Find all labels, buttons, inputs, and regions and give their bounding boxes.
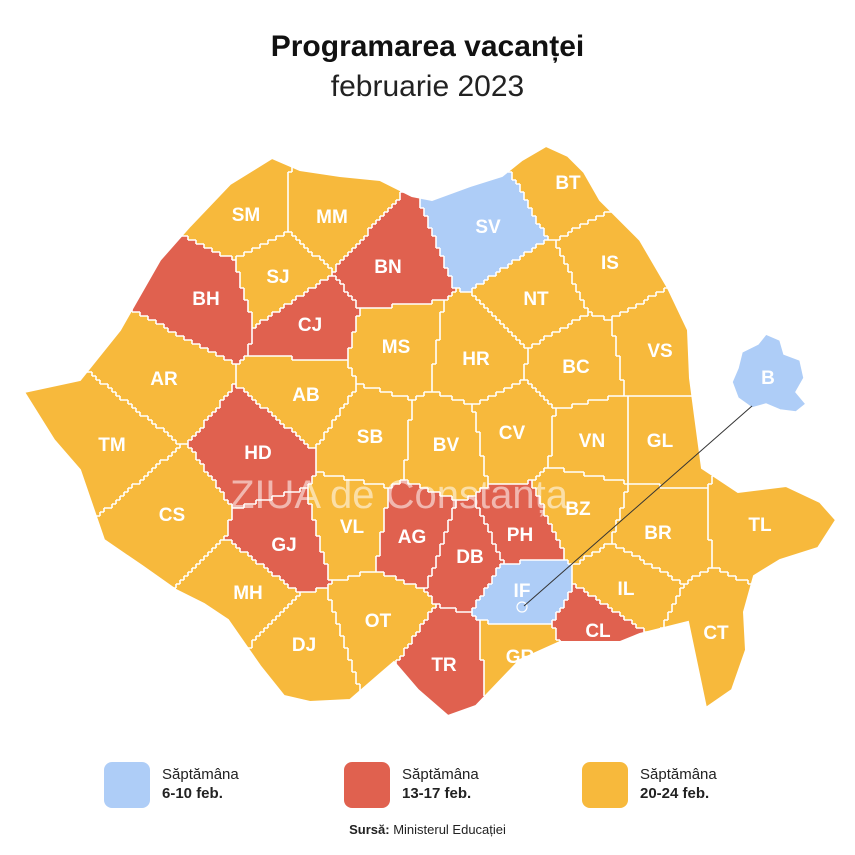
county-label-nt: NT [523,289,549,310]
legend-dates: 6-10 feb. [162,785,223,802]
county-label-mh: MH [233,583,263,604]
county-label-bv: BV [433,435,460,456]
county-label-bz: BZ [565,499,591,520]
county-label-tm: TM [98,435,125,456]
county-ot [328,572,436,708]
county-hr [432,288,528,404]
county-label-ab: AB [292,385,319,406]
legend-swatch-week3 [582,762,628,808]
county-label-bh: BH [192,289,219,310]
county-label-sj: SJ [266,267,289,288]
county-label-gj: GJ [271,535,296,556]
county-if [472,560,572,624]
county-label-ph: PH [507,525,533,546]
county-label-vn: VN [579,431,605,452]
county-label-bn: BN [374,257,401,278]
source-label: Sursă: [349,822,390,837]
county-ms [348,300,444,400]
county-cj [248,276,360,360]
county-vn [548,396,628,484]
county-label-ar: AR [150,369,178,390]
county-label-vs: VS [647,341,672,362]
county-ab [236,356,356,448]
county-label-if: IF [514,581,531,602]
county-label-is: IS [601,253,619,274]
map-title: Programarea vacanței [270,30,585,63]
source-note: Sursă: Ministerul Educației [0,822,855,837]
county-cv [472,380,556,484]
county-label-bt: BT [555,173,581,194]
county-label-sm: SM [232,205,261,226]
watermark-text: ZIUA de Constanța [230,473,569,517]
legend-swatch-week1 [104,762,150,808]
county-label-vl: VL [340,517,365,538]
county-label-cv: CV [499,423,526,444]
county-label-dj: DJ [292,635,316,656]
county-b-marker [516,601,528,613]
county-vl [308,472,388,580]
county-label-b: B [761,368,775,389]
county-bn [332,184,456,308]
county-label-db: DB [456,547,483,568]
county-is [556,146,836,320]
legend-label: Săptămâna [402,766,479,783]
county-label-br: BR [644,523,672,544]
legend-label: Săptămâna [640,766,717,783]
county-label-hr: HR [462,349,490,370]
county-label-gr: GR [506,647,535,668]
county-ct [656,568,836,716]
county-label-hd: HD [244,443,271,464]
source-text: Ministerul Educației [393,822,506,837]
county-label-mm: MM [316,207,348,228]
legend-dates: 20-24 feb. [640,785,710,802]
county-ph [476,480,564,564]
county-label-tr: TR [431,655,457,676]
county-label-ag: AG [398,527,427,548]
county-br [612,484,712,584]
map-subtitle: februarie 2023 [330,70,525,103]
county-label-cs: CS [159,505,185,526]
county-label-cl: CL [585,621,611,642]
county-nt [472,240,588,348]
legend-dates: 13-17 feb. [402,785,472,802]
county-db [424,496,504,612]
county-label-sb: SB [357,427,383,448]
country-outline [22,144,838,718]
bucharest-leader-line [523,405,753,607]
legend-swatch-week2 [344,762,390,808]
county-hd [188,384,316,508]
county-bv [404,392,488,500]
county-label-bc: BC [562,357,590,378]
county-label-tl: TL [748,515,772,536]
county-label-ms: MS [382,337,411,358]
county-b-inset [731,333,808,413]
legend-label: Săptămâna [162,766,239,783]
county-label-ct: CT [703,623,729,644]
county-label-sv: SV [475,217,501,238]
county-sm [24,146,292,260]
county-label-cj: CJ [298,315,322,336]
county-label-gl: GL [647,431,674,452]
county-label-ot: OT [365,611,392,632]
county-label-il: IL [618,579,635,600]
county-gj [224,488,332,592]
county-il [572,544,684,636]
county-sj [236,232,332,328]
